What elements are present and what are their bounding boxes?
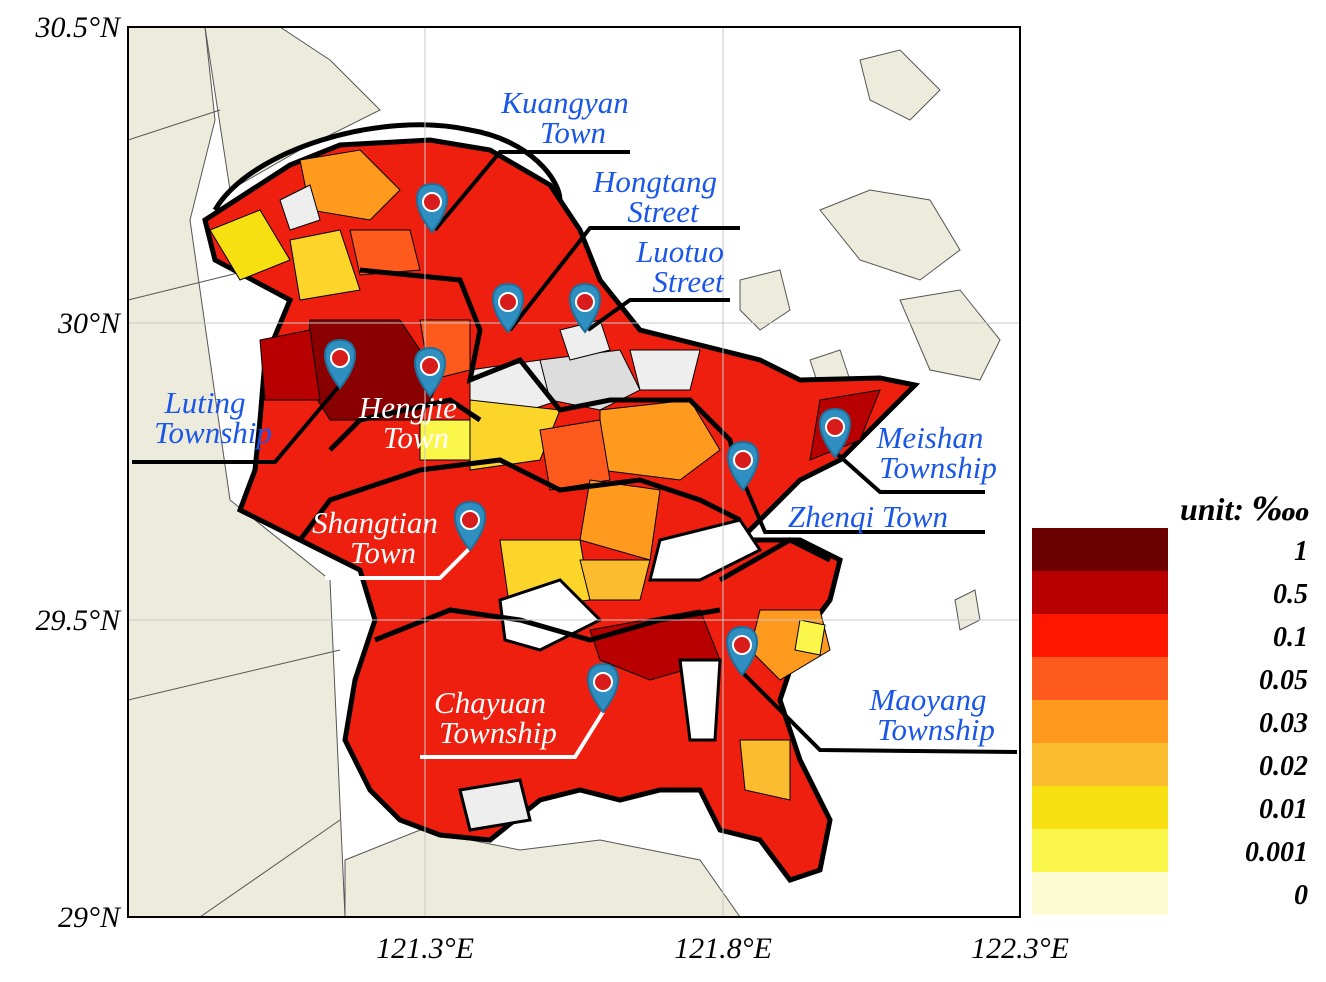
legend-label: 0.01 — [1259, 794, 1308, 825]
subregion-border — [298, 457, 742, 542]
island — [739, 269, 791, 331]
region — [202, 122, 921, 883]
legend-label: 1 — [1294, 536, 1308, 567]
place-label: Meishan — [876, 420, 984, 455]
leader-line — [743, 484, 985, 534]
place-label: Maoyang — [868, 682, 986, 717]
lon-label: 121.3°E — [376, 932, 474, 965]
legend-swatch — [1032, 571, 1168, 614]
place-label: Luotuo — [635, 234, 724, 269]
leader-line — [833, 450, 985, 494]
place-label: Shangtian — [312, 505, 438, 540]
legend-swatch — [1032, 700, 1168, 743]
legend-swatch — [1032, 829, 1168, 872]
island — [819, 189, 961, 281]
district — [419, 419, 471, 461]
bay — [648, 518, 763, 582]
place-label: Luting — [164, 385, 246, 420]
leader-line — [586, 298, 730, 332]
place-label: Hengjie — [358, 390, 457, 425]
inlet — [678, 658, 722, 742]
lon-label: 122.3°E — [971, 932, 1069, 965]
legend-swatch — [1032, 872, 1168, 915]
place-label: Zhenqi Town — [788, 499, 948, 534]
district — [629, 349, 701, 391]
legend-label: 0.03 — [1259, 708, 1308, 739]
legend-label: 0.5 — [1273, 579, 1308, 610]
legend-label: 0 — [1294, 880, 1308, 911]
place-label: Kuangyan — [500, 85, 628, 120]
lat-label: 30.5°N — [34, 11, 121, 44]
place-label: Chayuan — [434, 685, 546, 720]
district — [579, 559, 651, 601]
island — [899, 289, 1001, 381]
leader-line — [433, 150, 630, 232]
place-label: Township — [439, 715, 557, 750]
lat-label: 29°N — [58, 901, 122, 934]
legend-swatch — [1032, 786, 1168, 829]
leader-line — [325, 546, 472, 580]
subregion-border — [328, 397, 482, 452]
place-label: Township — [154, 415, 272, 450]
place-label: Township — [879, 450, 997, 485]
boundary — [128, 109, 221, 141]
place-label: Hongtang — [592, 164, 717, 199]
district — [349, 229, 421, 276]
boundary — [199, 819, 341, 917]
lon-label: 121.8°E — [674, 932, 772, 965]
leader-line — [132, 383, 342, 464]
mainland-north-west — [128, 27, 346, 917]
leader-line — [420, 710, 605, 759]
district — [289, 229, 361, 301]
frame — [127, 26, 1021, 918]
boundary — [128, 649, 341, 701]
leader-line — [508, 226, 740, 332]
place-label: Town — [540, 115, 606, 150]
legend-swatch — [1032, 528, 1168, 571]
place-label: Town — [350, 535, 416, 570]
place-label: Township — [877, 712, 995, 747]
district — [209, 209, 291, 281]
place-label: Town — [383, 420, 449, 455]
legend-label: 0.001 — [1245, 837, 1308, 868]
boundary — [128, 269, 251, 301]
island — [859, 49, 941, 121]
leader-lines — [132, 150, 1018, 759]
subregion-border — [374, 607, 721, 643]
district — [794, 619, 826, 656]
place-label: Street — [627, 194, 700, 229]
graticule — [128, 27, 1020, 917]
legend-label: 0.1 — [1273, 622, 1308, 653]
subregion-border — [359, 267, 743, 481]
legend-label: 0.05 — [1259, 665, 1308, 696]
district — [739, 739, 791, 801]
district — [259, 329, 321, 401]
place-label: Street — [652, 264, 725, 299]
subregion-border — [718, 537, 832, 583]
legend-swatch — [1032, 743, 1168, 786]
legend-label: 0.02 — [1259, 751, 1308, 782]
legend-swatch — [1032, 657, 1168, 700]
legend-swatch — [1032, 614, 1168, 657]
subregion-border — [212, 122, 563, 212]
district — [279, 184, 321, 231]
district — [539, 419, 611, 491]
legend-title: unit: ‱ — [1180, 491, 1310, 527]
lat-label: 30°N — [57, 307, 122, 340]
leader-line — [740, 670, 1018, 754]
lat-label: 29.5°N — [35, 604, 121, 637]
district — [458, 778, 532, 832]
